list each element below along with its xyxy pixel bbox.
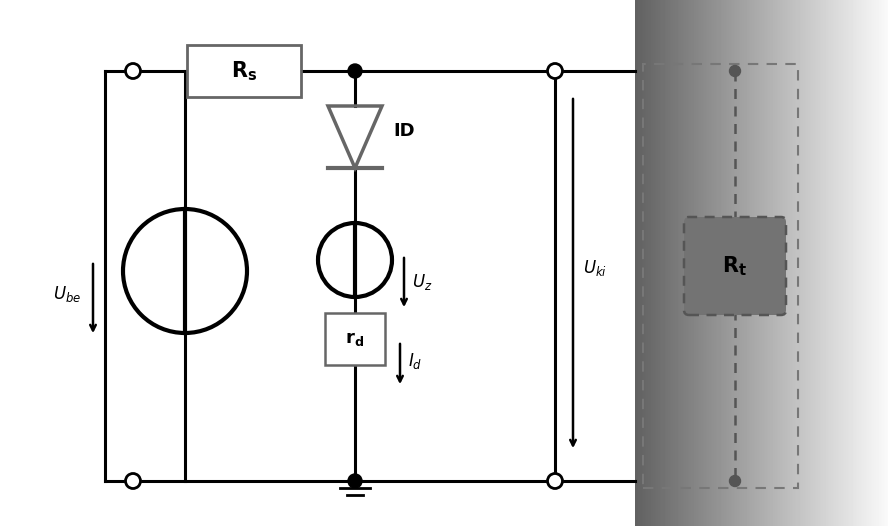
FancyBboxPatch shape [186,45,302,97]
Circle shape [730,476,741,487]
FancyBboxPatch shape [325,313,385,365]
Text: $U_{ki}$: $U_{ki}$ [583,258,607,278]
Circle shape [125,473,140,489]
Text: R$_\mathbf{t}$: R$_\mathbf{t}$ [723,254,748,278]
Circle shape [348,474,362,488]
Circle shape [348,64,362,78]
Text: $U_z$: $U_z$ [412,272,432,292]
Text: $I_d$: $I_d$ [408,351,423,371]
Circle shape [125,64,140,78]
Circle shape [548,64,562,78]
Circle shape [123,209,247,333]
Text: ID: ID [393,122,415,140]
Text: R$_\mathbf{s}$: R$_\mathbf{s}$ [231,59,258,83]
Circle shape [730,66,741,76]
Text: r$_\mathbf{d}$: r$_\mathbf{d}$ [345,330,365,348]
Circle shape [548,473,562,489]
Circle shape [318,223,392,297]
FancyBboxPatch shape [684,217,786,315]
Text: $U_{be}$: $U_{be}$ [52,284,81,304]
Bar [643,64,798,488]
